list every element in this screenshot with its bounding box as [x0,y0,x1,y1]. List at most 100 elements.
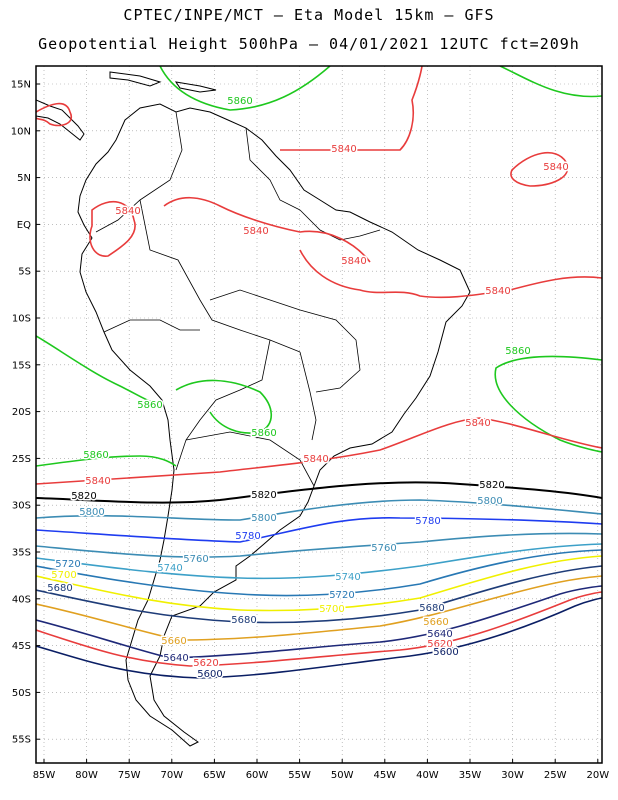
lon-tick-label: 45W [373,770,396,781]
lon-tick-label: 40W [416,770,439,781]
contour-5840-atlantic-island [510,152,569,187]
contour-label: 5760 [371,543,396,554]
contour-label: 5820 [479,480,504,491]
contour-label: 5840 [465,418,490,429]
contour-5620 [36,591,602,667]
contour-5860-bolivia [175,379,273,434]
height-contours [36,66,602,679]
contour-label: 5660 [161,636,186,647]
lon-tick-label: 60W [246,770,269,781]
contour-label: 5860 [83,450,108,461]
contour-5680 [36,565,602,624]
contour-5860-nw-corner [499,66,602,98]
map-subtitle: Geopotential Height 500hPa – 04/01/2021 … [38,35,580,53]
contour-label: 5860 [137,400,162,411]
latitude-axis: 15N 10N 5N EQ 5S 10S 15S 20S 25S 30S 35S 40S 45S 50S 5… [11,80,40,746]
lon-tick-label: 50W [331,770,354,781]
contour-5840-atlantic-east [299,249,602,299]
contour-label: 5840 [115,206,140,217]
contour-label: 5680 [47,583,72,594]
lon-tick-label: 85W [33,770,56,781]
contour-label: 5860 [505,346,530,357]
contour-5840-south [36,417,602,485]
contour-5860-atlantic-east [494,355,602,453]
contour-label: 5840 [303,454,328,465]
contour-label: 5840 [85,476,110,487]
contour-label: 5740 [335,572,360,583]
lat-tick-label: EQ [17,220,31,231]
caribbean-islands [109,71,217,93]
contour-5860-south [36,455,177,467]
lon-tick-label: 65W [203,770,226,781]
contour-5820 [36,481,602,504]
lat-tick-label: 45S [12,641,31,652]
contour-label: 5640 [163,653,188,664]
contour-label: 5780 [235,531,260,542]
contour-5660 [36,575,602,641]
contour-5840-amazon-north [163,196,371,263]
graticule [36,66,602,763]
contour-label: 5740 [157,563,182,574]
lon-tick-label: 25W [544,770,567,781]
contour-label: 5840 [341,256,366,267]
contour-5840-amazon-west [89,200,136,257]
contour-label: 5780 [415,516,440,527]
contour-5760 [36,532,602,558]
lon-tick-label: 20W [586,770,609,781]
contour-label: 5840 [331,144,356,155]
contour-label: 5620 [193,658,218,669]
contour-5860-west-pacific [36,335,161,405]
contour-label: 5700 [319,604,344,615]
contour-label: 5600 [197,669,222,680]
contour-label: 5840 [243,226,268,237]
longitude-axis: 85W 80W 75W 70W 65W 60W 55W 50W 45W 40W 35W 30W 25W 2… [33,759,609,781]
contour-label: 5840 [485,286,510,297]
contour-label: 5760 [183,554,208,565]
contour-label: 5680 [231,615,256,626]
lat-tick-label: 35S [12,548,31,559]
lon-tick-label: 70W [160,770,183,781]
contour-5800 [36,499,602,521]
lat-tick-label: 5N [17,173,31,184]
contour-label: 5860 [251,428,276,439]
contour-label: 5700 [51,570,76,581]
contour-5840-colombia [36,102,73,127]
south-america-coastline [77,103,471,747]
lat-tick-label: 20S [12,407,31,418]
contour-label: 5820 [251,490,276,501]
lon-tick-label: 30W [501,770,524,781]
contour-label: 5840 [543,162,568,173]
lon-tick-label: 75W [118,770,141,781]
lon-tick-label: 35W [459,770,482,781]
contour-5700 [36,555,602,612]
lat-tick-label: 30S [12,501,31,512]
lat-tick-label: 5S [18,267,31,278]
contour-label: 5660 [423,617,448,628]
lon-tick-label: 55W [288,770,311,781]
map-frame [35,65,603,764]
coastline-borders [36,71,471,747]
contour-label: 5620 [427,639,452,650]
contour-label: 5600 [433,647,458,658]
lat-tick-label: 50S [12,688,31,699]
central-america-coastline [36,99,85,141]
contour-label: 5680 [419,603,444,614]
lat-tick-label: 15S [12,360,31,371]
contour-5780 [36,517,602,543]
contour-label: 5720 [55,559,80,570]
lat-tick-label: 40S [12,594,31,605]
contour-5720 [36,549,602,597]
lat-tick-label: 25S [12,454,31,465]
lat-tick-label: 10N [11,126,31,137]
contour-5640 [36,585,602,659]
map-title: CPTEC/INPE/MCT – Eta Model 15km – GFS [123,6,495,24]
country-borders [95,111,381,487]
contour-label: 5800 [79,507,104,518]
contour-label: 5720 [329,590,354,601]
contour-5600 [36,597,602,679]
lat-tick-label: 15N [11,80,31,91]
lat-tick-label: 10S [12,314,31,325]
contour-label: 5640 [427,629,452,640]
lon-tick-label: 80W [75,770,98,781]
